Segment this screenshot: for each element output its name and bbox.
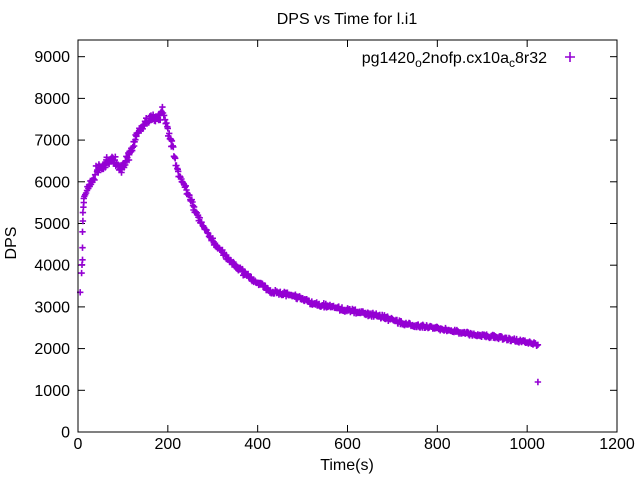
x-tick-label: 400 — [244, 436, 271, 453]
x-tick-label: 0 — [74, 436, 83, 453]
plot-border — [77, 39, 618, 433]
chart-title: DPS vs Time for l.i1 — [277, 11, 418, 28]
x-tick-label: 200 — [154, 436, 181, 453]
y-tick-label: 1000 — [34, 383, 70, 400]
axes: 0 200 400 600 800 1000 1200 0 1000 2000 3000 4000 50… — [34, 40, 635, 453]
legend-label: pg1420o2nofp.cx10ac8r32 — [362, 50, 547, 70]
y-tick-label: 9000 — [34, 49, 70, 66]
data-series — [77, 103, 542, 386]
y-tick-label: 3000 — [34, 299, 70, 316]
legend-label-suffix: 8r32 — [515, 50, 547, 67]
data-series-points — [77, 103, 542, 349]
x-axis-label: Time(s) — [320, 457, 374, 474]
y-tick-label: 2000 — [34, 341, 70, 358]
y-tick-label: 7000 — [34, 133, 70, 150]
legend-marker-icon — [565, 52, 575, 62]
x-tick-label: 1000 — [509, 436, 545, 453]
y-tick-label: 0 — [61, 425, 70, 442]
y-tick-label: 6000 — [34, 174, 70, 191]
x-tick-label: 800 — [424, 436, 451, 453]
x-tick-label: 1200 — [599, 436, 635, 453]
x-tick-label: 600 — [334, 436, 361, 453]
y-tick-label: 8000 — [34, 91, 70, 108]
y-tick-label: 4000 — [34, 258, 70, 275]
legend-label-mid: 2nofp.cx10a — [422, 50, 509, 67]
legend-label-sub1: o — [415, 56, 422, 70]
y-axis-label: DPS — [3, 227, 20, 260]
outlier-point — [534, 378, 542, 386]
legend-label-prefix: pg1420 — [362, 50, 415, 67]
legend-label-sub2: c — [509, 56, 515, 70]
y-tick-label: 5000 — [34, 216, 70, 233]
